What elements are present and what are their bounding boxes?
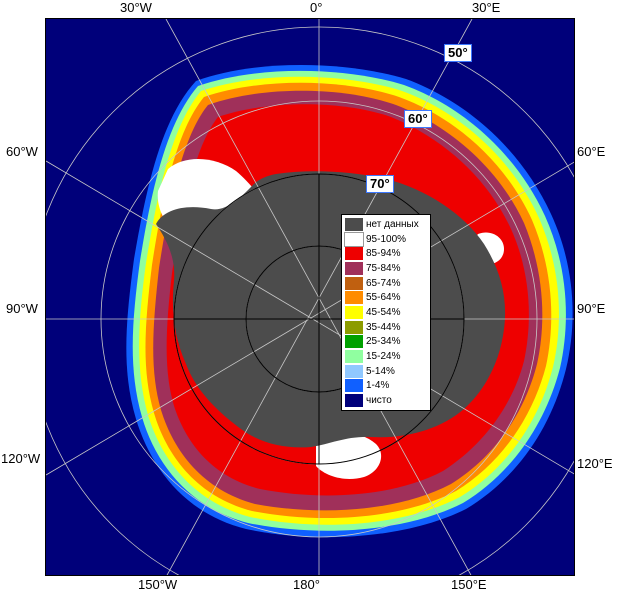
legend-item: 85-94%	[345, 246, 427, 261]
legend-swatch	[345, 247, 363, 261]
legend-item: 45-54%	[345, 305, 427, 320]
lon-label-30w: 30°W	[120, 0, 152, 15]
lon-label-60w: 60°W	[6, 144, 38, 159]
lon-label-180: 180°	[293, 577, 320, 592]
legend-label: 15-24%	[366, 351, 401, 363]
legend-swatch	[345, 335, 363, 349]
legend-swatch	[345, 394, 363, 408]
legend-swatch	[345, 261, 363, 275]
lat-label-50: 50°	[444, 44, 472, 62]
lon-label-120w: 120°W	[1, 451, 41, 466]
legend-label: 35-44%	[366, 321, 401, 333]
meridian-120	[46, 161, 574, 476]
legend-swatch	[344, 231, 364, 247]
legend-item: 5-14%	[345, 364, 427, 379]
legend-label: 1-4%	[366, 380, 390, 392]
ice-patch-white-ross	[316, 432, 382, 479]
legend-item: 1-4%	[345, 379, 427, 394]
lon-label-90e: 90°E	[577, 301, 606, 316]
sea-ice-concentration-map	[46, 19, 574, 575]
lon-label-90w: 90°W	[6, 301, 38, 316]
legend-label: 5-14%	[366, 365, 395, 377]
legend-label: 45-54%	[366, 306, 401, 318]
legend-swatch	[345, 217, 363, 231]
legend-label: 55-64%	[366, 292, 401, 304]
legend-item: 55-64%	[345, 290, 427, 305]
legend-swatch	[345, 305, 363, 319]
legend-item: 35-44%	[345, 320, 427, 335]
legend-label: 95-100%	[366, 233, 407, 245]
sea-ice-map	[45, 18, 575, 576]
lon-label-150e: 150°E	[451, 577, 487, 592]
graticule-dark	[173, 173, 465, 465]
legend-label: 65-74%	[366, 277, 401, 289]
legend-swatch	[345, 379, 363, 393]
lat-label-60: 60°	[404, 110, 432, 128]
legend-label: нет данных	[366, 218, 419, 230]
legend-item: 65-74%	[345, 276, 427, 291]
legend-item: 25-34%	[345, 335, 427, 350]
lon-label-150w: 150°W	[138, 577, 178, 592]
legend-item: чисто	[345, 393, 427, 408]
legend-label: 85-94%	[366, 248, 401, 260]
lat-label-70: 70°	[366, 175, 394, 193]
legend-label: 25-34%	[366, 336, 401, 348]
legend-swatch	[345, 276, 363, 290]
lon-label-30e: 30°E	[472, 0, 501, 15]
lon-label-60e: 60°E	[577, 144, 606, 159]
legend-swatch	[345, 350, 363, 364]
lon-label-120e: 120°E	[577, 456, 613, 471]
legend-item: 15-24%	[345, 349, 427, 364]
legend-item: нет данных	[345, 217, 427, 232]
legend-label: чисто	[366, 395, 392, 407]
legend-item: 75-84%	[345, 261, 427, 276]
legend-swatch	[345, 364, 363, 378]
legend-swatch	[345, 320, 363, 334]
legend-item: 95-100%	[344, 231, 427, 247]
legend-label: 75-84%	[366, 262, 401, 274]
legend: нет данных 95-100% 85-94% 75-84% 65-74% 55-64…	[341, 214, 431, 411]
lon-label-0: 0°	[310, 0, 323, 15]
legend-swatch	[345, 291, 363, 305]
